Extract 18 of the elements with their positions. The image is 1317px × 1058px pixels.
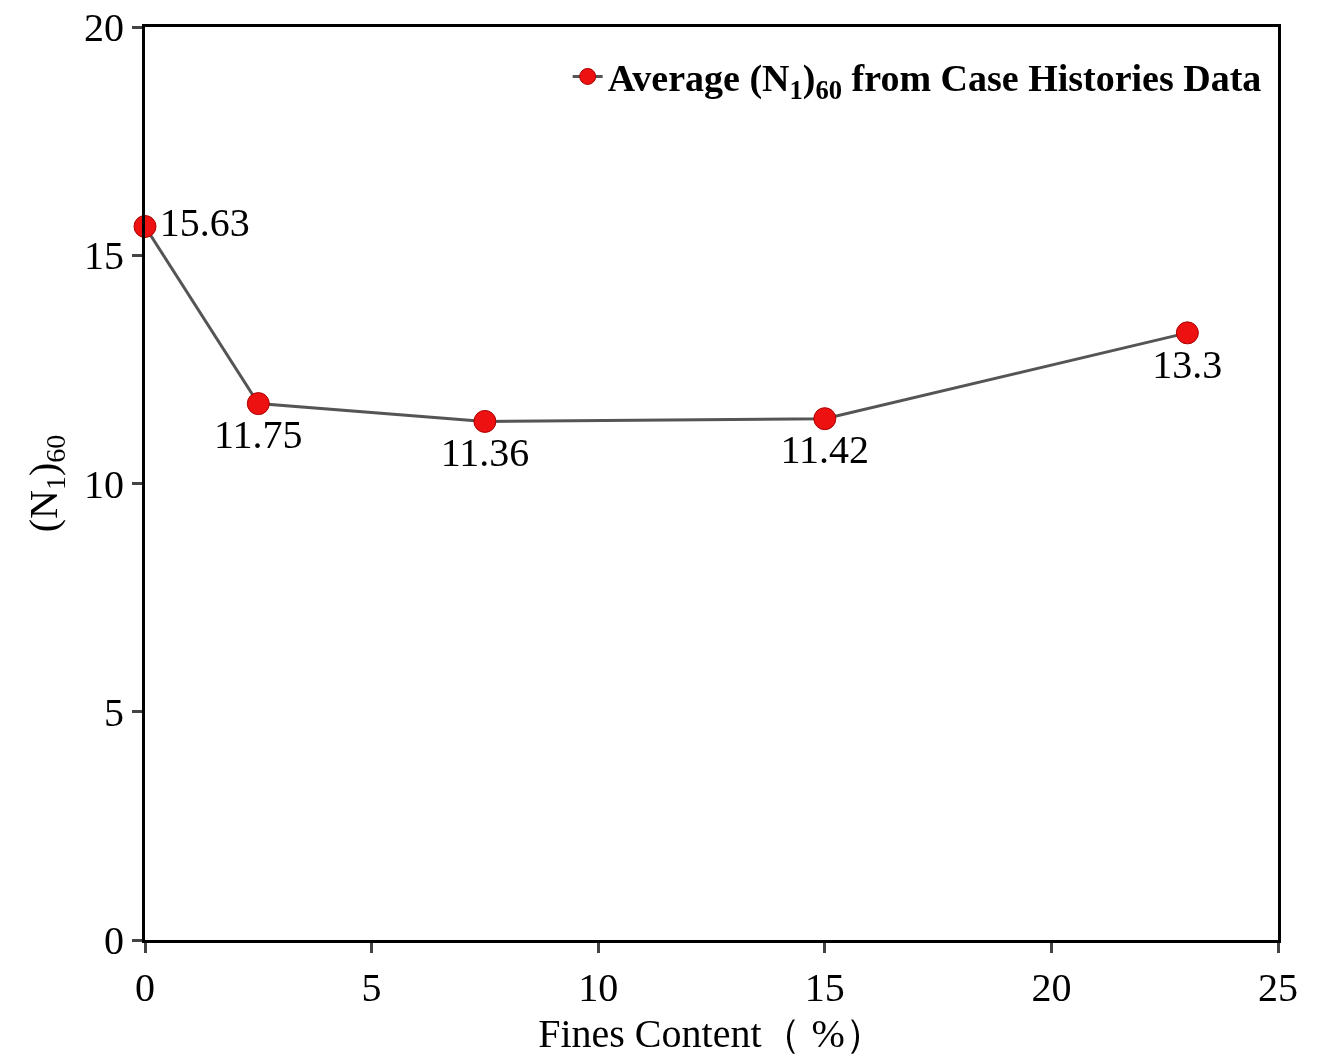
data-label: 15.63 — [159, 200, 250, 246]
data-label: 11.75 — [214, 412, 303, 458]
x-tick-label: 25 — [1258, 965, 1298, 1010]
x-tick-label: 10 — [578, 965, 619, 1010]
x-tick-label: 20 — [1031, 965, 1072, 1010]
y-tick-label: 0 — [104, 918, 124, 963]
legend-label: Average (N$_{1}$)$_{60}$ from Case Histories Data — [607, 57, 1262, 106]
y-tick-label: 15 — [84, 233, 124, 279]
data-label: 13.3 — [1152, 341, 1223, 387]
data-label: 11.42 — [780, 427, 870, 473]
y-tick-label: 20 — [84, 5, 124, 50]
x-axis-title: Fines Content（ %） — [538, 1010, 885, 1056]
x-tick-label: 5 — [361, 965, 382, 1010]
y-tick-label: 10 — [84, 461, 124, 507]
x-tick-label: 0 — [135, 965, 155, 1010]
data-label: 11.36 — [440, 430, 530, 476]
x-tick-label: 15 — [804, 965, 845, 1010]
y-tick-label: 5 — [104, 689, 124, 735]
